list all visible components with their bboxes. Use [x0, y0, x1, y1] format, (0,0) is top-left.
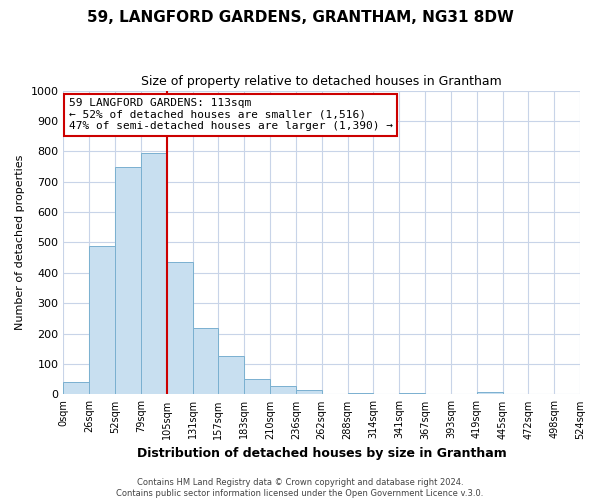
Bar	[64, 382, 89, 394]
Bar	[115, 167, 141, 394]
X-axis label: Distribution of detached houses by size in Grantham: Distribution of detached houses by size …	[137, 447, 506, 460]
Bar	[218, 356, 244, 395]
Bar	[244, 378, 270, 394]
Text: 59, LANGFORD GARDENS, GRANTHAM, NG31 8DW: 59, LANGFORD GARDENS, GRANTHAM, NG31 8DW	[86, 10, 514, 25]
Title: Size of property relative to detached houses in Grantham: Size of property relative to detached ho…	[142, 75, 502, 88]
Bar	[141, 154, 167, 394]
Y-axis label: Number of detached properties: Number of detached properties	[15, 155, 25, 330]
Text: Contains HM Land Registry data © Crown copyright and database right 2024.
Contai: Contains HM Land Registry data © Crown c…	[116, 478, 484, 498]
Bar	[347, 393, 373, 394]
Bar	[89, 246, 115, 394]
Bar	[399, 393, 425, 394]
Bar	[296, 390, 322, 394]
Text: 59 LANGFORD GARDENS: 113sqm
← 52% of detached houses are smaller (1,516)
47% of : 59 LANGFORD GARDENS: 113sqm ← 52% of det…	[68, 98, 392, 132]
Bar	[167, 262, 193, 394]
Bar	[476, 392, 503, 394]
Bar	[270, 386, 296, 394]
Bar	[193, 328, 218, 394]
